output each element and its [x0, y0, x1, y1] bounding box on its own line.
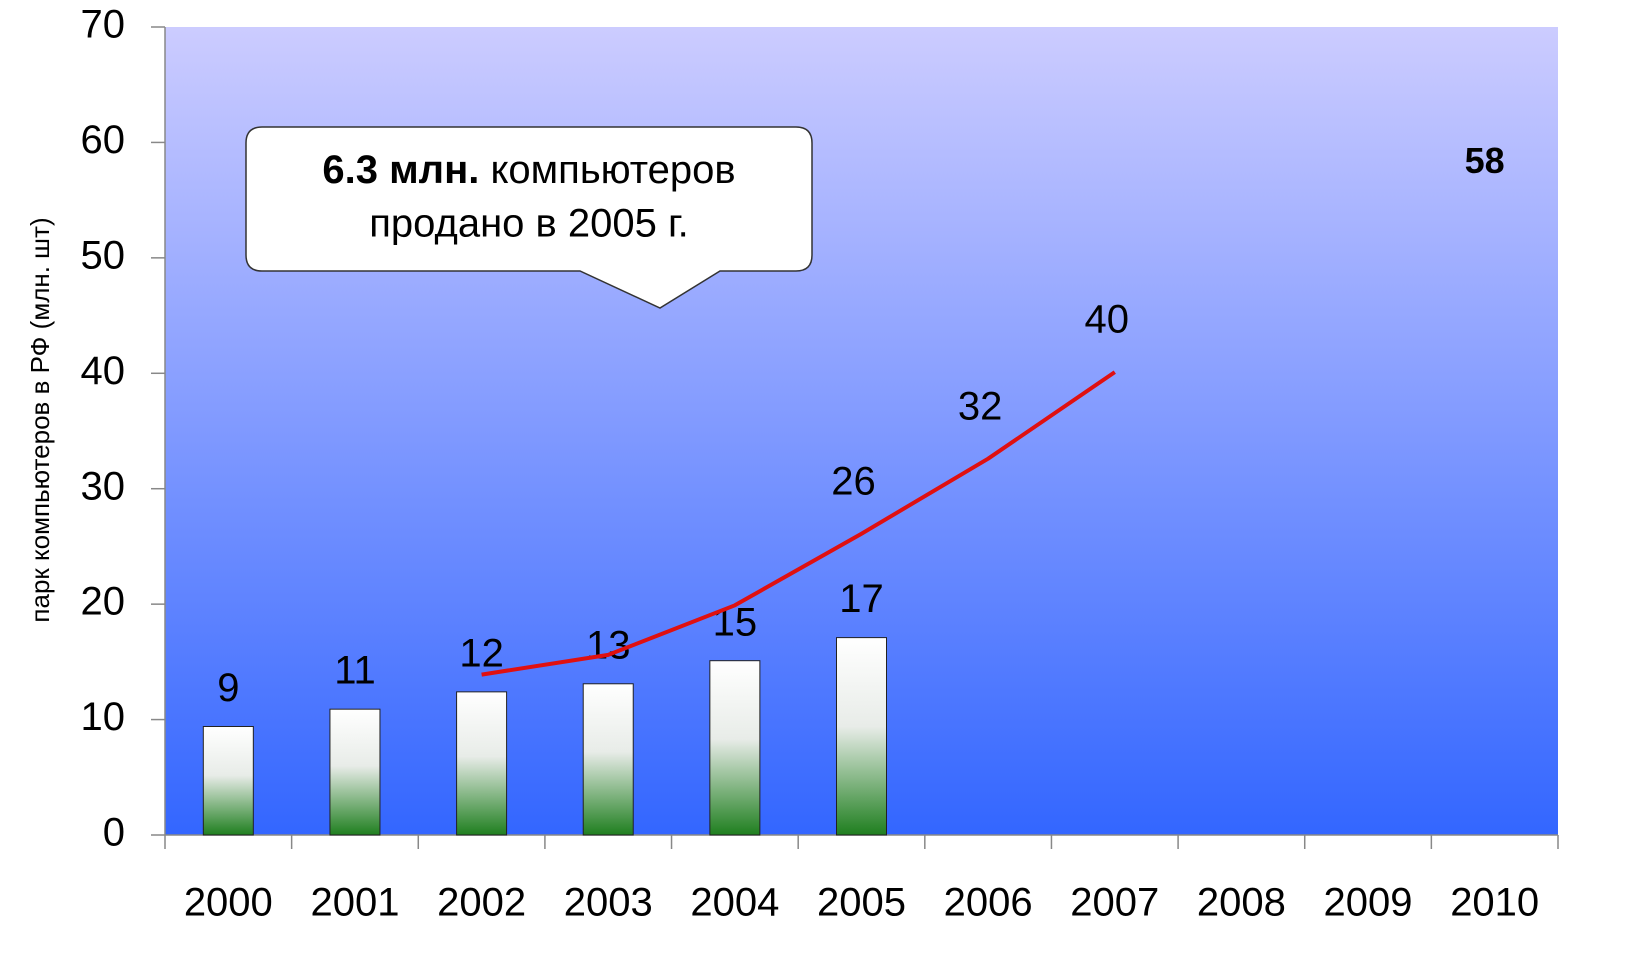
line-label: 32 — [958, 384, 1003, 428]
bar-label: 12 — [459, 631, 504, 675]
bar-label: 11 — [334, 649, 376, 693]
callout-line2: продано в 2005 г. — [369, 202, 689, 246]
line-label: 40 — [1085, 298, 1130, 342]
callout-box — [245, 126, 813, 309]
y-tick-label: 70 — [81, 3, 126, 47]
callout-text: компьютеров — [490, 148, 735, 192]
y-tick-label: 30 — [81, 464, 126, 508]
x-tick-label: 2000 — [184, 881, 273, 925]
x-tick-label: 2005 — [817, 881, 906, 925]
callout-line1: 6.3 млн. компьютеров — [322, 148, 735, 192]
line-label: 58 — [1465, 140, 1505, 181]
y-tick-label: 10 — [81, 695, 126, 739]
y-axis-label: парк компьютеров в РФ (млн. шт) — [25, 217, 55, 622]
y-tick-label: 60 — [81, 118, 126, 162]
bar — [456, 691, 508, 836]
callout: 6.3 млн. компьютеров продано в 2005 г. — [245, 126, 813, 309]
bar — [329, 708, 381, 836]
x-tick-label: 2006 — [944, 881, 1033, 925]
bar-label: 9 — [217, 666, 239, 710]
x-tick-label: 2010 — [1450, 881, 1539, 925]
x-tick-label: 2004 — [690, 881, 779, 925]
y-tick-label: 40 — [81, 349, 126, 393]
x-tick-label: 2008 — [1197, 881, 1286, 925]
bar-label: 15 — [713, 600, 758, 644]
x-tick-label: 2001 — [310, 881, 399, 925]
y-tick-label: 0 — [103, 811, 125, 855]
bar — [836, 637, 887, 836]
y-tick-label: 50 — [81, 233, 126, 277]
x-tick-label: 2007 — [1070, 881, 1159, 925]
bar-label: 17 — [839, 577, 884, 621]
bar-label: 13 — [586, 623, 631, 667]
x-tick-label: 2003 — [564, 881, 653, 925]
bar — [709, 660, 761, 836]
bar — [202, 725, 254, 836]
line-label: 26 — [831, 459, 876, 503]
bar — [582, 683, 634, 836]
x-tick-label: 2002 — [437, 881, 526, 925]
y-tick-label: 20 — [81, 580, 126, 624]
callout-bold: 6.3 млн. — [322, 148, 479, 192]
x-tick-label: 2009 — [1324, 881, 1413, 925]
